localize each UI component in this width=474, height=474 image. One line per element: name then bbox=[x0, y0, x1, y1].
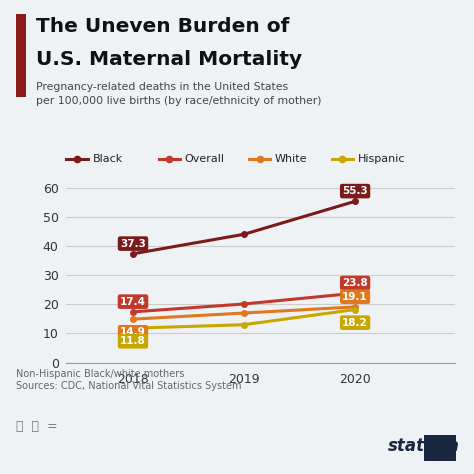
Text: Hispanic: Hispanic bbox=[358, 154, 405, 164]
Text: Pregnancy-related deaths in the United States
per 100,000 live births (by race/e: Pregnancy-related deaths in the United S… bbox=[36, 82, 321, 106]
Text: ◥: ◥ bbox=[435, 441, 446, 455]
Text: 18.2: 18.2 bbox=[342, 318, 368, 328]
Text: statista: statista bbox=[388, 437, 460, 455]
Text: White: White bbox=[275, 154, 308, 164]
Text: 37.3: 37.3 bbox=[120, 238, 146, 248]
Text: 17.4: 17.4 bbox=[120, 297, 146, 307]
Text: U.S. Maternal Mortality: U.S. Maternal Mortality bbox=[36, 50, 301, 69]
Text: 55.3: 55.3 bbox=[342, 186, 368, 196]
Text: 19.1: 19.1 bbox=[342, 292, 368, 301]
Text: ⓒ  ⓘ  =: ⓒ ⓘ = bbox=[16, 420, 57, 433]
Text: 11.8: 11.8 bbox=[120, 337, 146, 346]
Text: 23.8: 23.8 bbox=[342, 278, 368, 288]
Text: The Uneven Burden of: The Uneven Burden of bbox=[36, 17, 289, 36]
Text: 14.9: 14.9 bbox=[120, 327, 146, 337]
Text: Overall: Overall bbox=[185, 154, 225, 164]
Text: Non-Hispanic Black/white mothers: Non-Hispanic Black/white mothers bbox=[16, 369, 184, 379]
Text: Sources: CDC, National Vital Statistics System: Sources: CDC, National Vital Statistics … bbox=[16, 381, 241, 391]
Text: Black: Black bbox=[92, 154, 123, 164]
